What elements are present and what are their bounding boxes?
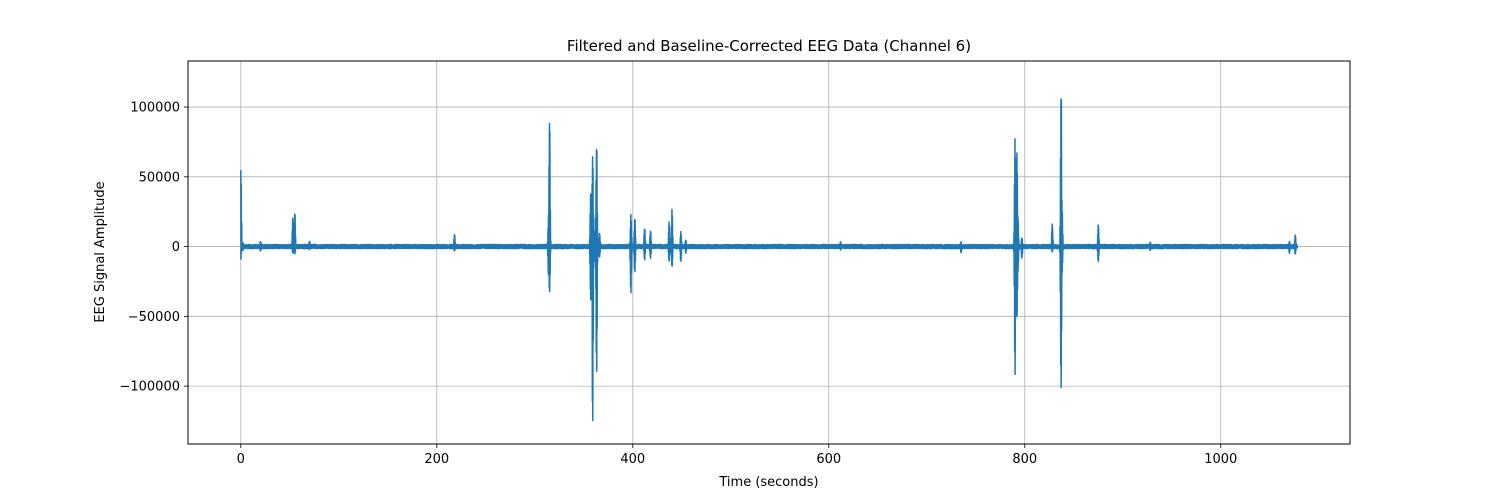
x-axis-label: Time (seconds) bbox=[718, 475, 818, 490]
axes-frame bbox=[187, 60, 1351, 445]
x-tick-label: 600 bbox=[816, 452, 841, 467]
y-tick-label: 100000 bbox=[130, 101, 180, 116]
x-axis-ticks: 0 200 400 600 800 1000 bbox=[237, 444, 1237, 467]
y-tick-label: −100000 bbox=[119, 380, 180, 395]
y-tick-label: 50000 bbox=[139, 170, 180, 185]
chart-title: Filtered and Baseline-Corrected EEG Data… bbox=[567, 37, 971, 55]
y-tick-label: 0 bbox=[172, 240, 180, 255]
y-tick-label: −50000 bbox=[128, 310, 180, 325]
x-tick-label: 1000 bbox=[1204, 452, 1237, 467]
y-axis-ticks: −100000 −50000 0 50000 100000 bbox=[119, 101, 188, 395]
x-tick-label: 0 bbox=[237, 452, 245, 467]
plot-area bbox=[240, 98, 1299, 422]
x-tick-label: 400 bbox=[620, 452, 645, 467]
x-tick-label: 200 bbox=[424, 452, 449, 467]
eeg-signal-line bbox=[240, 98, 1299, 422]
x-tick-label: 800 bbox=[1012, 452, 1037, 467]
y-axis-label: EEG Signal Amplitude bbox=[93, 181, 108, 322]
